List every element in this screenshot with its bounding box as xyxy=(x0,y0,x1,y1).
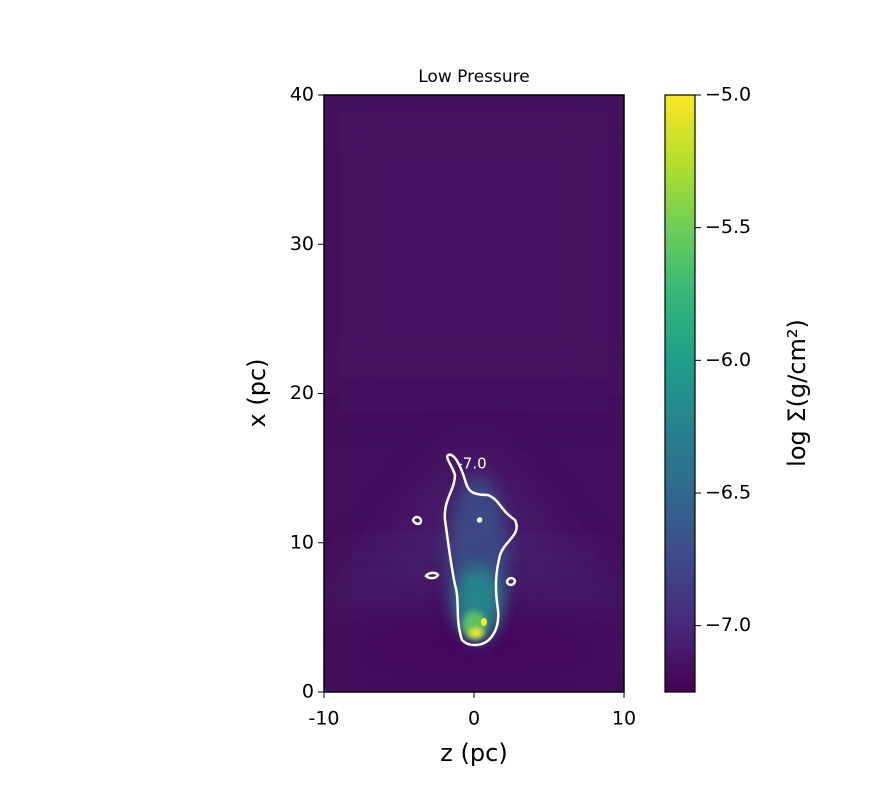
density-field xyxy=(324,95,624,692)
colorbar-tick-label: −6.5 xyxy=(705,482,751,504)
y-tick-label: 20 xyxy=(290,382,314,404)
colorbar-tick-label: −6.0 xyxy=(705,349,751,371)
x-tick-label: 10 xyxy=(612,708,636,730)
x-tick-label: -10 xyxy=(308,708,339,730)
y-tick-label: 40 xyxy=(290,84,314,106)
colorbar-tick-label: −5.0 xyxy=(705,84,751,106)
contour-line xyxy=(411,453,518,647)
contour-label: -7.0 xyxy=(457,455,486,473)
colorbar xyxy=(664,94,696,693)
colorbar-tick-label: −5.5 xyxy=(705,216,751,238)
x-tick-label: 0 xyxy=(468,708,480,730)
y-tick-label: 10 xyxy=(290,531,314,553)
y-tick-label: 0 xyxy=(302,681,314,703)
y-axis-label: x (pc) xyxy=(243,359,271,428)
colorbar-tick-label: −7.0 xyxy=(705,614,751,636)
colorbar-label: log Σ(g/cm²) xyxy=(783,319,811,467)
x-axis-label: z (pc) xyxy=(440,739,507,767)
y-tick-label: 30 xyxy=(290,233,314,255)
chart-title: Low Pressure xyxy=(418,67,529,87)
